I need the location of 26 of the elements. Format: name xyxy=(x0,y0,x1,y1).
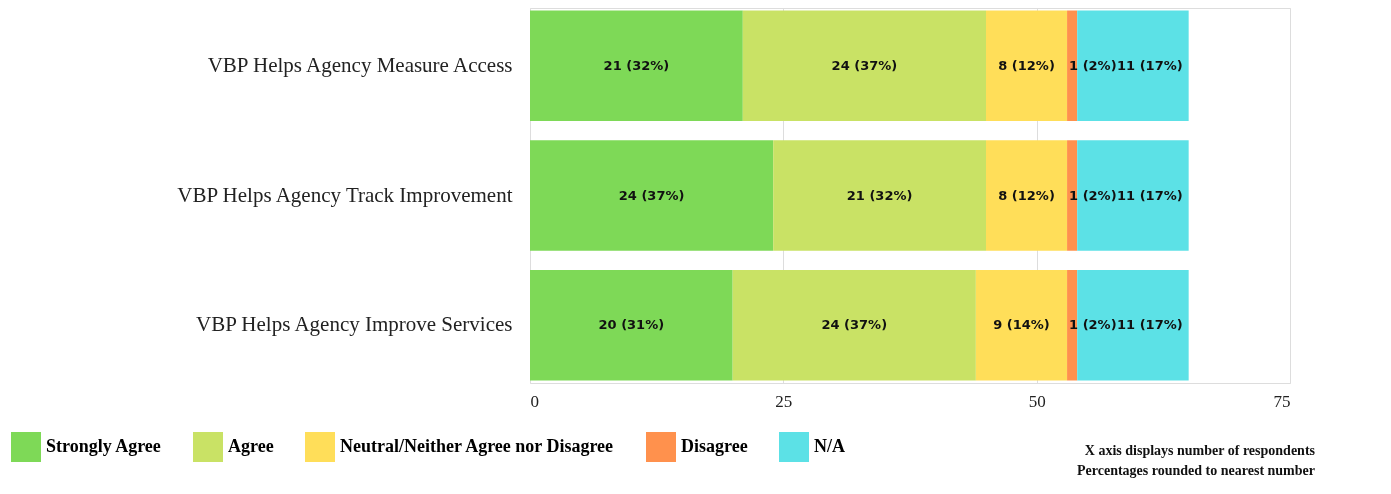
x-tick-label: 75 xyxy=(1273,391,1291,411)
legend-label: Agree xyxy=(228,436,274,456)
legend-label: Disagree xyxy=(681,436,748,456)
data-label: 21 (32%) xyxy=(846,187,913,203)
x-tick-label: 0 xyxy=(530,391,539,411)
data-label: 9 (14%) xyxy=(993,317,1050,333)
data-label: 24 (37%) xyxy=(618,187,685,203)
legend-label: Strongly Agree xyxy=(46,436,161,456)
data-label: 20 (31%) xyxy=(598,317,665,333)
y-tick-label: VBP Helps Agency Measure Access xyxy=(207,52,513,77)
data-label: 8 (12%) xyxy=(998,187,1055,203)
y-tick-label: VBP Helps Agency Track Improvement xyxy=(177,182,513,207)
legend-label: Neutral/Neither Agree nor Disagree xyxy=(340,436,614,456)
x-tick-label: 25 xyxy=(775,391,793,411)
legend-label: N/A xyxy=(814,436,845,456)
x-tick-label: 50 xyxy=(1028,391,1046,411)
data-label: 24 (37%) xyxy=(821,317,888,333)
data-label: 11 (17%) xyxy=(1117,317,1183,333)
data-label: 11 (17%) xyxy=(1117,187,1183,203)
data-label: 8 (12%) xyxy=(998,57,1055,73)
data-label: 21 (32%) xyxy=(603,57,670,73)
data-label: 11 (17%) xyxy=(1117,57,1183,73)
y-tick-label: VBP Helps Agency Improve Services xyxy=(196,312,513,337)
text: Percentages rounded to nearest number xyxy=(1077,463,1315,478)
text: X axis displays number of respondents xyxy=(1084,443,1316,458)
data-label: 24 (37%) xyxy=(831,57,898,73)
